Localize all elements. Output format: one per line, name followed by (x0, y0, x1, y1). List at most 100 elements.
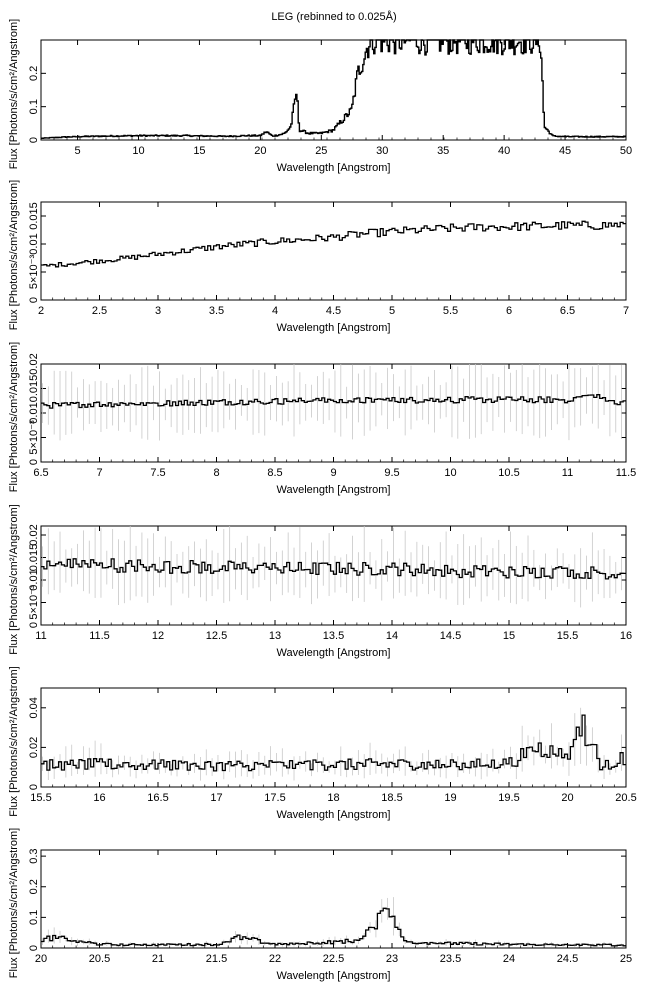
x-tick-label: 20.5 (89, 953, 110, 965)
x-tick-label: 16 (93, 792, 105, 804)
x-tick-label: 2.5 (92, 305, 107, 317)
x-tick-label: 12.5 (206, 630, 227, 642)
x-tick-label: 2 (38, 305, 44, 317)
x-tick-label: 23.5 (440, 953, 461, 965)
x-axis-label: Wavelength [Angstrom] (277, 162, 391, 174)
x-tick-label: 12 (152, 630, 164, 642)
x-tick-label: 40 (498, 145, 510, 157)
x-tick-label: 4.5 (326, 305, 341, 317)
chart-panel-3: 6.5 7 7.5 8 8.5 9 9.5 10 10.5 11 11.505×10⁻³0.010.… (8, 342, 636, 496)
spectrum-line (41, 220, 626, 268)
x-tick-label: 14 (386, 630, 398, 642)
y-axis-label: Flux [Photons/s/cm²/Angstrom] (8, 342, 20, 492)
y-tick-label: 5×10⁻³ (28, 255, 40, 290)
y-axis-label: Flux [Photons/s/cm²/Angstrom] (8, 180, 20, 330)
x-tick-label: 6.5 (560, 305, 575, 317)
x-tick-label: 11.5 (616, 467, 637, 479)
y-tick-label: 0.01 (28, 402, 40, 423)
x-tick-label: 15.5 (557, 630, 578, 642)
y-tick-label: 0.3 (28, 848, 40, 863)
x-tick-label: 20 (561, 792, 573, 804)
x-tick-label: 11.5 (89, 630, 110, 642)
x-tick-label: 8 (213, 467, 219, 479)
x-tick-label: 5 (75, 145, 81, 157)
x-tick-label: 7.5 (150, 467, 165, 479)
x-tick-label: 8.5 (267, 467, 282, 479)
x-tick-label: 24.5 (557, 953, 578, 965)
x-tick-label: 18.5 (381, 792, 402, 804)
y-tick-label: 0.015 (28, 375, 40, 403)
x-tick-label: 16.5 (147, 792, 168, 804)
x-tick-label: 13 (269, 630, 281, 642)
x-tick-label: 6 (506, 305, 512, 317)
y-tick-label: 0.015 (28, 202, 40, 230)
y-tick-label: 0.02 (28, 353, 40, 374)
x-tick-label: 17.5 (264, 792, 285, 804)
x-tick-label: 3.5 (209, 305, 224, 317)
y-tick-label: 0.2 (28, 66, 40, 81)
y-tick-label: 0.01 (28, 233, 40, 254)
chart-panel-1: 5 10 15 20 25 30 35 40 45 50 0 0.1 0.2 Wavelength [An… (8, 19, 632, 174)
x-tick-label: 9 (330, 467, 336, 479)
x-tick-label: 19 (444, 792, 456, 804)
y-tick-label: 0.02 (28, 737, 40, 758)
spectrum-line (41, 558, 626, 580)
x-tick-label: 9.5 (384, 467, 399, 479)
x-axis-label: Wavelength [Angstrom] (277, 484, 391, 496)
y-tick-label: 0.1 (28, 910, 40, 925)
chart-panel-2: 2 2.5 3 3.5 4 4.5 5 5.5 6 6.5 7 0 5×10⁻³0.01 0.015 Wav… (8, 180, 629, 334)
x-tick-label: 35 (437, 145, 449, 157)
y-tick-label: 0 (28, 297, 40, 303)
plot-frame (40, 525, 627, 626)
y-tick-label: 0 (28, 459, 40, 465)
y-tick-label: 0 (28, 137, 40, 143)
x-axis-label: Wavelength [Angstrom] (277, 809, 391, 821)
x-tick-label: 14.5 (440, 630, 461, 642)
y-axis-label: Flux [Photons/s/cm²/Angstrom] (8, 828, 20, 978)
plot-frame (40, 201, 627, 301)
plot-frame (40, 849, 627, 949)
x-tick-label: 6.5 (33, 467, 48, 479)
x-axis-label: Wavelength [Angstrom] (277, 970, 391, 982)
x-tick-label: 10.5 (498, 467, 519, 479)
y-tick-label: 0.2 (28, 879, 40, 894)
y-tick-label: 0 (28, 622, 40, 628)
y-axis-label: Flux [Photons/s/cm²/Angstrom] (8, 666, 20, 816)
x-tick-label: 15 (503, 630, 515, 642)
x-tick-label: 23 (386, 953, 398, 965)
x-tick-label: 11 (35, 630, 46, 642)
x-tick-label: 3 (155, 305, 161, 317)
x-tick-label: 24 (503, 953, 515, 965)
x-tick-label: 50 (620, 145, 632, 157)
x-tick-label: 22.5 (323, 953, 344, 965)
x-tick-label: 7 (96, 467, 102, 479)
y-tick-label: 0 (28, 784, 40, 790)
chart-panel-5: 15.5 16 16.5 17 17.5 18 18.5 19 19.5 20 20.5 0 0.02 0… (8, 666, 637, 821)
y-tick-label: 0.01 (28, 569, 40, 590)
x-tick-label: 5.5 (443, 305, 458, 317)
x-tick-label: 25 (620, 953, 632, 965)
x-tick-label: 15.5 (30, 792, 51, 804)
y-axis-label: Flux [Photons/s/cm²/Angstrom] (8, 504, 20, 654)
x-tick-label: 20.5 (615, 792, 636, 804)
y-tick-label: 0.02 (28, 524, 40, 545)
x-tick-label: 21 (152, 953, 164, 965)
error-bars (42, 526, 623, 608)
chart-panel-6: 20 20.5 21 21.5 22 22.5 23 23.5 24 24.5 25 0 0.1 0.2 0… (8, 828, 632, 982)
x-tick-label: 7 (623, 305, 629, 317)
error-bars (42, 707, 623, 781)
plot-frame (40, 687, 627, 788)
x-tick-label: 10 (132, 145, 144, 157)
x-tick-label: 13.5 (323, 630, 344, 642)
x-tick-label: 11 (562, 467, 573, 479)
spectrum-line (41, 39, 626, 139)
y-tick-label: 0.1 (28, 99, 40, 114)
x-tick-label: 20 (35, 953, 47, 965)
x-tick-label: 10 (444, 467, 456, 479)
x-tick-label: 22 (269, 953, 281, 965)
x-tick-label: 18 (327, 792, 339, 804)
x-tick-label: 15 (193, 145, 205, 157)
y-tick-label: 0.04 (28, 697, 40, 718)
spectrum-line (41, 394, 626, 409)
x-tick-label: 16 (620, 630, 632, 642)
